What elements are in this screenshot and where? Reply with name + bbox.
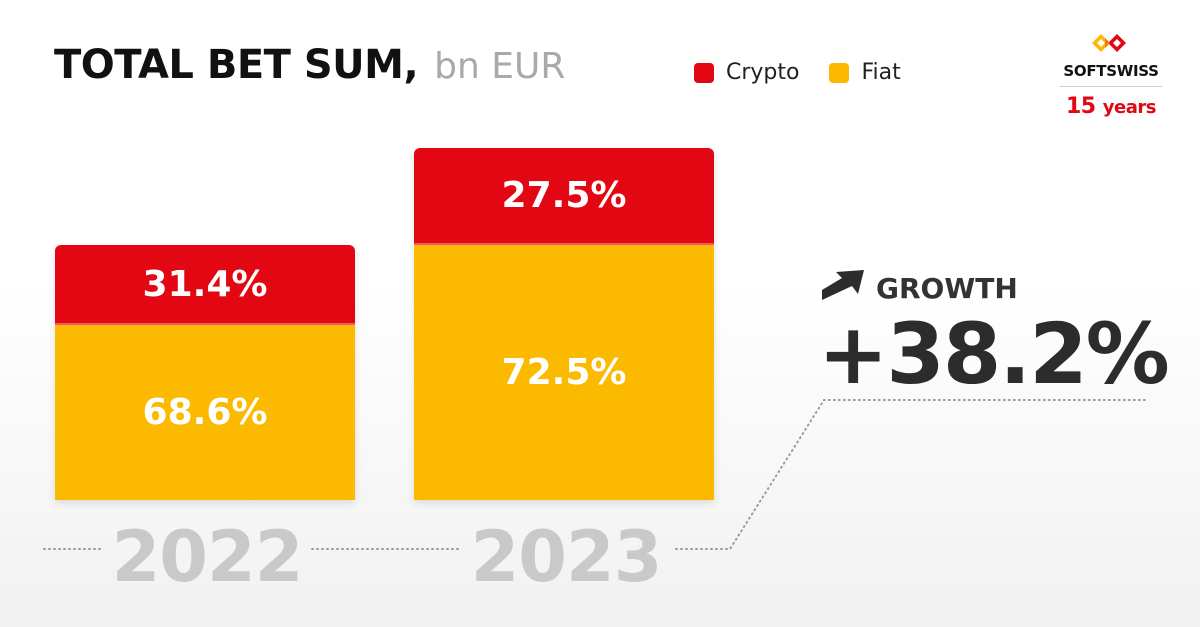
bar-segment-crypto-2022: 31.4% (55, 245, 355, 325)
chart-title: TOTAL BET SUM, bn EUR (54, 42, 565, 98)
logo-divider (1060, 86, 1162, 87)
bar-2022: 31.4% 68.6% (55, 245, 355, 500)
data-label-fiat-2022: 68.6% (142, 392, 268, 433)
growth-label: GROWTH (876, 272, 1018, 305)
dotted-line-growth (675, 399, 1147, 550)
data-label-crypto-2023: 27.5% (501, 174, 627, 216)
legend-swatch-crypto (694, 62, 714, 83)
logo-anniversary: 15 years (1052, 94, 1170, 119)
logo-years-number: 15 (1066, 94, 1096, 119)
arrow-up-right-icon (822, 270, 864, 300)
legend-item-fiat: Fiat (829, 60, 901, 85)
bar-2023: 27.5% 72.5% (414, 147, 714, 500)
bar-segment-crypto-2023: 27.5% (414, 147, 714, 245)
logo-wordmark: SOFTSWISS (1063, 62, 1159, 80)
x-tick-label-2022: 2022 (111, 516, 304, 598)
legend: Crypto Fiat (694, 60, 931, 85)
legend-label-crypto: Crypto (726, 60, 800, 85)
title-unit: bn EUR (434, 46, 566, 87)
softswiss-logo-icon (1092, 34, 1126, 52)
legend-swatch-fiat (829, 62, 850, 83)
data-label-crypto-2022: 31.4% (142, 263, 268, 305)
x-tick-label-2023: 2023 (470, 516, 663, 598)
growth-value: +38.2% (818, 305, 1170, 403)
softswiss-logo: SOFTSWISS 15 years (1052, 28, 1170, 128)
logo-years-word: years (1102, 97, 1157, 118)
title-main: TOTAL BET SUM, (54, 42, 419, 88)
legend-label-fiat: Fiat (861, 60, 901, 85)
legend-item-crypto: Crypto (694, 60, 799, 85)
bar-segment-fiat-2022: 68.6% (55, 325, 355, 500)
bar-segment-fiat-2023: 72.5% (414, 244, 714, 500)
data-label-fiat-2023: 72.5% (501, 351, 627, 393)
